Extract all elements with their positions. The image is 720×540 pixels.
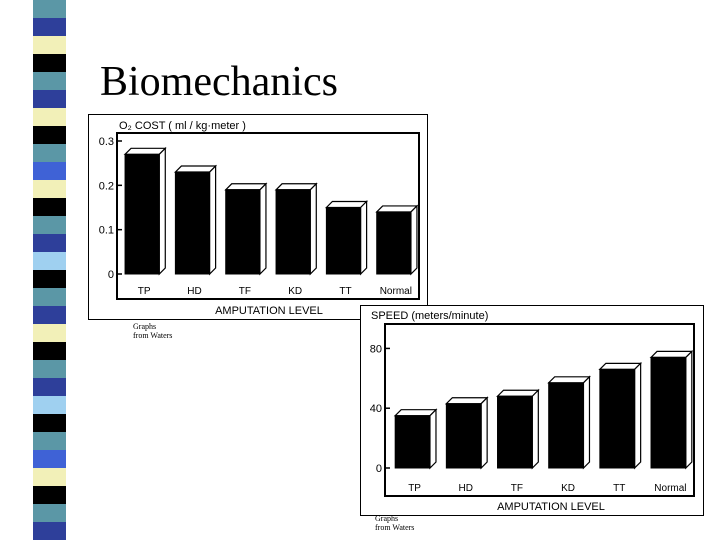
- stripe-segment: [33, 180, 66, 198]
- stripe-segment: [33, 0, 66, 18]
- bar: [325, 207, 362, 275]
- stripe-segment: [33, 504, 66, 522]
- x-tick-label: Normal: [380, 286, 412, 297]
- stripe-segment: [33, 54, 66, 72]
- stripe-segment: [33, 396, 66, 414]
- stripe-segment: [33, 252, 66, 270]
- y-tick-label: 0.2: [99, 180, 114, 192]
- bar-side: [634, 361, 642, 470]
- decorative-stripe: [33, 0, 66, 540]
- stripe-segment: [33, 432, 66, 450]
- plot-frame: [384, 323, 695, 497]
- bar-top: [224, 183, 268, 191]
- bar: [650, 356, 687, 469]
- o2-cost-chart-svg: O₂ COST ( ml / kg·meter ) 0 0.1 0.2 0.3 TP HD T…: [99, 120, 420, 317]
- bar-side: [360, 200, 368, 276]
- graph-credit-2: Graphs from Waters: [375, 514, 415, 532]
- x-tick-label: HD: [459, 483, 473, 494]
- stripe-segment: [33, 162, 66, 180]
- bar-top: [123, 147, 167, 155]
- stripe-segment: [33, 306, 66, 324]
- bar-top: [496, 389, 540, 397]
- x-tick-label: TF: [239, 286, 251, 297]
- graph-credit-1: Graphs from Waters: [133, 322, 173, 340]
- bar: [124, 153, 160, 275]
- stripe-segment: [33, 144, 66, 162]
- stripe-segment: [33, 234, 66, 252]
- bar-side: [259, 182, 267, 276]
- bar: [445, 403, 482, 469]
- bar: [394, 415, 431, 469]
- bar-side: [531, 388, 539, 470]
- speed-chart-svg: SPEED (meters/minute) 0 40 80 TP HD TF KD TT Norm…: [370, 310, 695, 513]
- stripe-segment: [33, 342, 66, 360]
- page-title: Biomechanics: [100, 59, 338, 105]
- stripe-segment: [33, 486, 66, 504]
- stripe-segment: [33, 216, 66, 234]
- stripe-segment: [33, 468, 66, 486]
- bar-top: [274, 183, 318, 191]
- bar-side: [429, 408, 437, 470]
- y-tick-label: 0: [108, 269, 114, 281]
- bar-side: [158, 146, 166, 276]
- stripe-segment: [33, 72, 66, 90]
- stripe-segment: [33, 108, 66, 126]
- chart-title: SPEED (meters/minute): [371, 310, 488, 322]
- stripe-segment: [33, 90, 66, 108]
- x-tick-label: TP: [138, 286, 151, 297]
- bar-side: [209, 164, 217, 276]
- bar: [275, 189, 311, 275]
- stripe-segment: [33, 198, 66, 216]
- x-tick-label: TT: [339, 286, 351, 297]
- bar-side: [480, 396, 488, 470]
- chart-title: O₂ COST ( ml / kg·meter ): [119, 120, 246, 132]
- y-tick-label: 80: [370, 343, 382, 355]
- bar: [599, 368, 636, 469]
- x-tick-label: TP: [408, 483, 421, 494]
- bar-side: [582, 375, 591, 470]
- stripe-segment: [33, 18, 66, 36]
- stripe-segment: [33, 36, 66, 54]
- stripe-segment: [33, 360, 66, 378]
- bar-top: [324, 200, 369, 209]
- stripe-segment: [33, 126, 66, 144]
- y-tick-label: 0.3: [99, 136, 114, 148]
- stripe-segment: [33, 522, 66, 540]
- bar-top: [444, 397, 489, 405]
- bar-top: [375, 205, 419, 213]
- speed-chart: SPEED (meters/minute) 0 40 80 TP HD TF KD TT Norm…: [360, 305, 704, 516]
- bar-top: [173, 165, 218, 173]
- x-tick-label: TF: [511, 483, 523, 494]
- bar: [225, 189, 261, 275]
- plot-frame: [116, 132, 420, 300]
- bar-top: [547, 376, 591, 384]
- o2-cost-chart: O₂ COST ( ml / kg·meter ) 0 0.1 0.2 0.3 TP HD T…: [88, 114, 428, 320]
- x-tick-label: KD: [288, 286, 302, 297]
- bar-top: [598, 362, 643, 370]
- stripe-segment: [33, 288, 66, 306]
- bar: [174, 171, 211, 275]
- stripe-segment: [33, 270, 66, 288]
- bar: [548, 382, 584, 469]
- x-tick-label: KD: [561, 483, 575, 494]
- bar-side: [309, 182, 317, 276]
- bar-side: [410, 204, 418, 276]
- bar-top: [393, 409, 438, 417]
- stripe-segment: [33, 324, 66, 342]
- stripe-segment: [33, 378, 66, 396]
- stripe-segment: [33, 414, 66, 432]
- bar: [376, 211, 412, 275]
- x-axis-label: AMPUTATION LEVEL: [497, 501, 605, 513]
- bar: [497, 395, 533, 469]
- bar-side: [685, 349, 693, 470]
- x-tick-label: HD: [187, 286, 201, 297]
- y-tick-label: 40: [370, 403, 382, 415]
- y-tick-label: 0.1: [99, 225, 114, 237]
- y-tick-label: 0: [376, 463, 382, 475]
- x-tick-label: TT: [613, 483, 625, 494]
- x-tick-label: Normal: [654, 483, 686, 494]
- bar-top: [649, 350, 694, 358]
- x-axis-label: AMPUTATION LEVEL: [215, 305, 323, 317]
- stripe-segment: [33, 450, 66, 468]
